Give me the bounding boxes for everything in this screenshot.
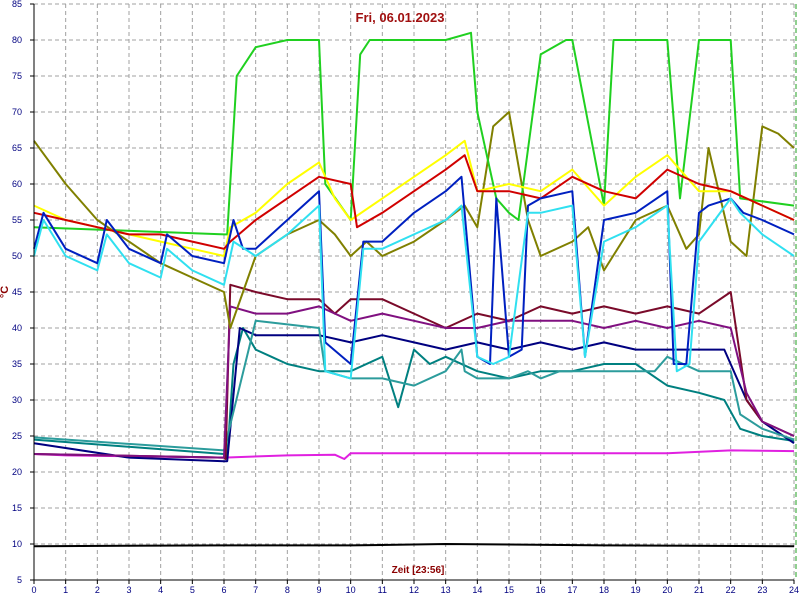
y-tick-label: 30 [12, 395, 22, 405]
x-tick-label: 13 [441, 585, 451, 595]
series-line-10 [33, 139, 795, 257]
y-tick-label: 15 [12, 503, 22, 513]
y-tick-label: 25 [12, 431, 22, 441]
series-line-3 [33, 327, 795, 459]
y-tick-label: 60 [12, 179, 22, 189]
x-tick-label: 12 [409, 585, 419, 595]
y-tick-label: 5 [17, 575, 22, 585]
series-line-8 [33, 111, 795, 329]
series-line-13 [33, 197, 795, 380]
y-tick-label: 70 [12, 107, 22, 117]
y-tick-label: 20 [12, 467, 22, 477]
y-tick-label: 40 [12, 323, 22, 333]
series-line-7 [33, 305, 795, 459]
series-line-1 [33, 543, 795, 548]
x-tick-label: 21 [694, 585, 704, 595]
x-tick-label: 15 [504, 585, 514, 595]
series-line-9 [33, 31, 795, 236]
x-tick-label: 1 [63, 585, 68, 595]
x-tick-label: 23 [757, 585, 767, 595]
series-lines [33, 31, 795, 548]
y-tick-label: 80 [12, 35, 22, 45]
x-tick-label: 16 [536, 585, 546, 595]
x-tick-label: 2 [95, 585, 100, 595]
x-tick-label: 9 [316, 585, 321, 595]
chart-title: Fri, 06.01.2023 [356, 10, 445, 25]
series-line-6 [33, 283, 795, 460]
x-tick-label: 22 [726, 585, 736, 595]
x-tick-label: 0 [31, 585, 36, 595]
y-tick-label: 55 [12, 215, 22, 225]
x-tick-labels: 0 1 2 3 4 5 6 7 8 9 10 11 12 13 14 15 16 17 18 19 20 21 22 23 24 [31, 580, 799, 595]
x-tick-label: 20 [662, 585, 672, 595]
x-tick-label: 4 [158, 585, 163, 595]
x-tick-label: 19 [631, 585, 641, 595]
y-tick-label: 65 [12, 143, 22, 153]
x-tick-label: 17 [567, 585, 577, 595]
y-tick-label: 75 [12, 71, 22, 81]
x-tick-label: 18 [599, 585, 609, 595]
y-tick-label: 85 [12, 0, 22, 9]
y-tick-label: 10 [12, 539, 22, 549]
x-tick-label: 3 [126, 585, 131, 595]
x-tick-label: 5 [190, 585, 195, 595]
x-tick-label: 6 [221, 585, 226, 595]
x-tick-label: 24 [789, 585, 799, 595]
y-tick-label: 50 [12, 251, 22, 261]
series-line-11 [33, 154, 795, 250]
x-tick-label: 14 [472, 585, 482, 595]
y-tick-label: 45 [12, 287, 22, 297]
x-tick-label: 11 [378, 585, 387, 595]
y-tick-labels: 5 10 15 20 25 30 35 40 45 50 55 60 65 70 75 80 85 [12, 0, 34, 585]
y-axis-label: °C [0, 286, 11, 298]
y-tick-label: 35 [12, 359, 22, 369]
x-tick-label: 10 [346, 585, 356, 595]
x-axis-label: Zeit [23:56] [392, 565, 445, 576]
x-tick-label: 8 [285, 585, 290, 595]
series-line-4 [33, 327, 795, 463]
x-tick-label: 7 [253, 585, 258, 595]
